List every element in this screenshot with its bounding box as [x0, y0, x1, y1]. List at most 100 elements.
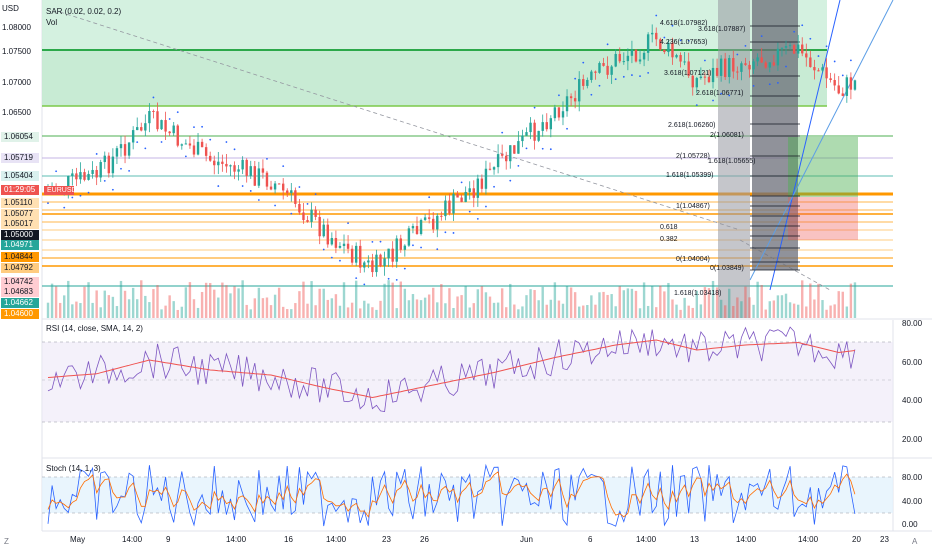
volume-bar	[679, 309, 682, 318]
candle-body	[245, 159, 248, 176]
volume-bar	[598, 292, 601, 318]
volume-bar	[837, 291, 840, 318]
volume-bar	[50, 283, 54, 318]
volume-bar	[249, 309, 252, 318]
candle-body	[273, 183, 277, 190]
volume-bar	[492, 302, 496, 318]
candle-body	[363, 262, 366, 268]
sar-dot	[160, 141, 163, 143]
sar-dot	[728, 94, 731, 97]
volume-bar	[444, 303, 447, 318]
volume-bar	[314, 305, 317, 318]
price-tag: 1.04600	[1, 309, 39, 319]
rsi-tick-80: 80.00	[902, 319, 923, 328]
volume-bar	[760, 285, 763, 318]
candle-body	[395, 238, 398, 262]
sar-dot	[598, 84, 601, 87]
candle-body	[711, 67, 715, 83]
candle-body	[168, 131, 171, 134]
candle-body	[626, 55, 630, 62]
volume-bar	[582, 305, 585, 318]
candle-body	[225, 163, 228, 167]
fib-level-label: 0(1.04004)	[676, 256, 710, 263]
sar-dot	[704, 59, 706, 62]
currency-label: USD	[2, 4, 19, 13]
candle-body	[440, 215, 443, 217]
candle-body	[833, 80, 836, 86]
rsi-legend[interactable]: RSI (14, close, SMA, 14, 2)	[46, 324, 143, 333]
sar-legend[interactable]: SAR (0.02, 0.02, 0.2)	[46, 7, 122, 16]
sar-dot	[452, 232, 455, 234]
volume-bar	[213, 289, 216, 318]
candle-body	[277, 183, 281, 185]
volume-bar	[176, 309, 179, 318]
volume-bar	[209, 283, 212, 318]
sar-dot	[533, 106, 536, 109]
candle-body	[423, 217, 427, 220]
volume-bar	[131, 287, 135, 318]
sar-dot	[849, 59, 852, 62]
fib-level-label: 1.618(1.03418)	[674, 290, 722, 297]
candle-body	[699, 76, 703, 79]
time-axis-label: 13	[690, 535, 699, 544]
sar-dot	[631, 74, 633, 76]
candle-body	[614, 53, 617, 67]
volume-bar	[294, 303, 297, 318]
candle-body	[841, 93, 844, 96]
candle-body	[71, 173, 74, 176]
candle-body	[265, 172, 269, 187]
time-axis-label: 14:00	[226, 535, 247, 544]
volume-bar	[338, 305, 342, 318]
volume-bar	[440, 284, 443, 318]
candle-body	[342, 243, 346, 246]
vol-legend[interactable]: Vol	[46, 18, 58, 27]
candle-body	[809, 57, 812, 68]
sar-dot	[314, 193, 317, 196]
volume-bar	[699, 304, 703, 318]
volume-bar	[732, 305, 735, 318]
sar-dot	[558, 94, 560, 97]
volume-bar	[306, 303, 309, 318]
volume-bar	[432, 287, 435, 318]
volume-bar	[841, 291, 844, 318]
candle-body	[302, 212, 305, 221]
sar-dot	[233, 148, 236, 151]
time-axis-label: 23	[880, 535, 889, 544]
sar-dot	[582, 61, 585, 64]
auto-scale-toggle[interactable]: A	[912, 537, 918, 546]
candle-body	[829, 78, 832, 81]
volume-bar	[152, 289, 155, 318]
candle-body	[334, 238, 338, 248]
volume-bar	[553, 282, 557, 318]
sar-dot	[128, 169, 131, 172]
candle-body	[452, 193, 455, 214]
volume-bar	[561, 303, 565, 318]
candle-body	[813, 67, 816, 71]
volume-bar	[269, 305, 273, 318]
sar-dot	[347, 222, 349, 224]
candle-body	[671, 42, 674, 58]
fib-level-label: 2.618(1.06771)	[696, 90, 744, 97]
candle-body	[663, 49, 666, 53]
sar-dot	[144, 147, 147, 150]
volume-bar	[318, 288, 321, 318]
volume-bar	[99, 307, 102, 318]
candle-body	[367, 260, 370, 263]
candle-body	[436, 215, 439, 230]
volume-bar	[75, 301, 78, 318]
volume-bar	[411, 294, 415, 318]
time-axis-label: 14:00	[326, 535, 347, 544]
candle-body	[75, 173, 78, 180]
stoch-legend[interactable]: Stoch (14, 1, 3)	[46, 464, 101, 473]
sar-dot	[209, 138, 212, 141]
volume-bar	[476, 289, 480, 318]
zoom-toggle-icon[interactable]: Z	[4, 537, 9, 546]
volume-bar	[281, 306, 285, 318]
volume-bar	[346, 307, 350, 318]
volume-bar	[606, 294, 609, 318]
candle-body	[306, 220, 309, 222]
sar-dot	[468, 210, 471, 213]
candle-body	[541, 122, 544, 131]
volume-bar	[286, 309, 289, 318]
